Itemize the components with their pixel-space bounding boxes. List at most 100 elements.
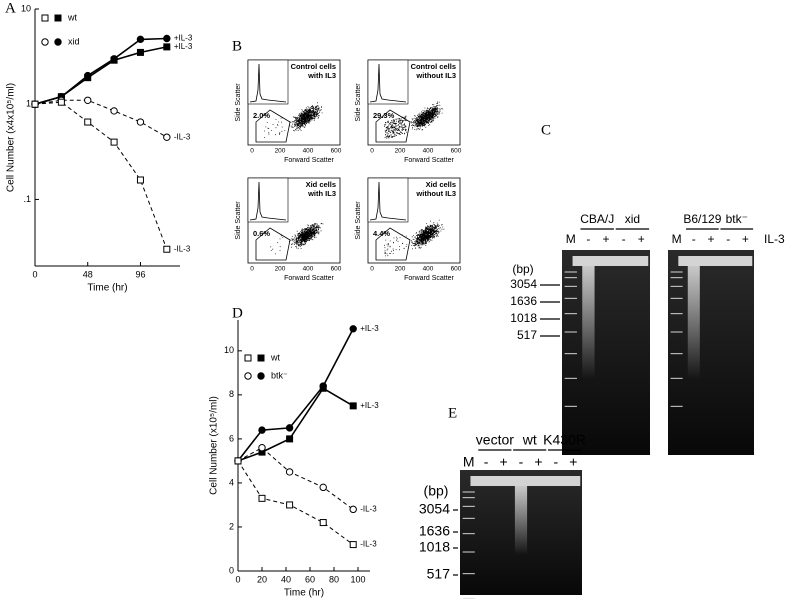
- x-axis-title: Forward Scatter: [404, 275, 454, 282]
- marker: [319, 519, 327, 527]
- group-label: wt: [522, 432, 537, 448]
- marker: [110, 55, 118, 63]
- histogram: [249, 181, 287, 221]
- x-tick-label: 40: [281, 574, 291, 584]
- marker: [54, 38, 62, 46]
- gel-smear: [514, 486, 528, 555]
- scatter-dots: [264, 102, 323, 138]
- marker: [57, 98, 65, 106]
- plot-title: Control cells: [411, 62, 456, 71]
- histogram: [369, 181, 407, 221]
- marker: [244, 372, 252, 380]
- series-line: [237, 460, 354, 546]
- lane-label: -: [519, 454, 524, 470]
- gel-smear: [687, 266, 700, 379]
- x-tick-label: 600: [451, 148, 462, 155]
- marker: [258, 494, 266, 502]
- gate-percent: 2.0%: [253, 111, 270, 120]
- marker: [163, 245, 171, 253]
- x-tick-label: 600: [331, 148, 342, 155]
- lane-label: +: [707, 232, 714, 246]
- series-annotation: -IL-3: [360, 540, 377, 549]
- marker: [349, 541, 357, 549]
- group-label: K430R: [543, 432, 586, 448]
- marker: [319, 384, 327, 392]
- y-tick-label: 4: [229, 477, 234, 487]
- group-label: btk⁻: [726, 212, 748, 226]
- series-annotation: -IL-3: [174, 132, 191, 141]
- x-tick-label: 600: [331, 266, 342, 273]
- series-line: [237, 447, 354, 510]
- marker: [349, 325, 357, 333]
- plot-title: Xid cells: [426, 180, 456, 189]
- x-tick-label: 200: [395, 148, 406, 155]
- treatment-label: IL-3: [764, 232, 785, 246]
- size-unit: (bp): [512, 262, 533, 276]
- size-marker-label: 517: [427, 566, 451, 582]
- size-marker-label: 1636: [419, 523, 450, 539]
- x-axis-title: Time (hr): [87, 283, 127, 294]
- x-tick-label: 200: [275, 266, 286, 273]
- x-axis-title: Forward Scatter: [404, 157, 454, 164]
- y-tick-label: .1: [23, 194, 31, 204]
- marker: [163, 43, 171, 51]
- gel-well-band: [470, 476, 581, 486]
- series-line: [34, 101, 168, 250]
- x-tick-label: 0: [250, 148, 254, 155]
- histogram-inset: [367, 177, 409, 223]
- gate: [375, 227, 411, 261]
- y-tick-label: 10: [224, 345, 234, 355]
- y-axis-title: Side Scatter: [235, 201, 242, 240]
- series-annotation: +IL-3: [360, 401, 379, 410]
- panel-label: D: [232, 305, 243, 321]
- lane-label: M: [672, 232, 682, 246]
- marker: [163, 133, 171, 141]
- series-line: [34, 46, 167, 105]
- marker: [41, 38, 49, 46]
- group-label: xid: [625, 212, 640, 226]
- lane-label: -: [586, 232, 590, 246]
- x-tick-label: 0: [250, 266, 254, 273]
- gate: [375, 109, 411, 143]
- marker: [285, 424, 294, 432]
- size-marker-label: 1018: [510, 311, 537, 325]
- y-tick-label: 10: [21, 3, 31, 13]
- series-line: [237, 387, 354, 462]
- x-tick-label: 0: [370, 266, 374, 273]
- series-annotation: +IL-3: [174, 42, 193, 51]
- scatter-dots: [384, 101, 444, 139]
- marker: [136, 48, 144, 56]
- size-marker-label: 3054: [510, 277, 537, 291]
- marker: [41, 14, 49, 22]
- marker: [163, 34, 171, 43]
- x-tick-label: 0: [235, 574, 240, 584]
- gel-well-band: [572, 256, 649, 266]
- x-tick-label: 96: [135, 269, 145, 279]
- x-tick-label: 48: [83, 269, 93, 279]
- x-axis-title: Forward Scatter: [284, 275, 334, 282]
- marker: [257, 354, 265, 362]
- lane-label: -: [692, 232, 696, 246]
- marker: [31, 100, 39, 108]
- y-tick-label: 8: [229, 389, 234, 399]
- y-axis-title: Side Scatter: [235, 83, 242, 122]
- series-line: [34, 99, 168, 138]
- x-axis-title: Forward Scatter: [284, 157, 334, 164]
- gel: [562, 250, 650, 455]
- lane-label: -: [554, 454, 559, 470]
- legend-label: btk⁻: [271, 370, 288, 380]
- marker: [285, 468, 294, 476]
- marker: [110, 138, 118, 146]
- plot-title: with IL3: [307, 71, 336, 80]
- histogram: [369, 63, 407, 103]
- marker: [286, 435, 294, 443]
- lane-label: +: [499, 454, 507, 470]
- x-tick-label: 400: [423, 266, 434, 273]
- x-tick-label: 400: [303, 148, 314, 155]
- y-axis-title: Cell Number (x4x10⁵/ml): [6, 83, 17, 192]
- marker: [54, 14, 62, 22]
- lane-label: M: [463, 454, 475, 470]
- size-marker-label: 1636: [510, 294, 537, 308]
- lane-label: -: [484, 454, 489, 470]
